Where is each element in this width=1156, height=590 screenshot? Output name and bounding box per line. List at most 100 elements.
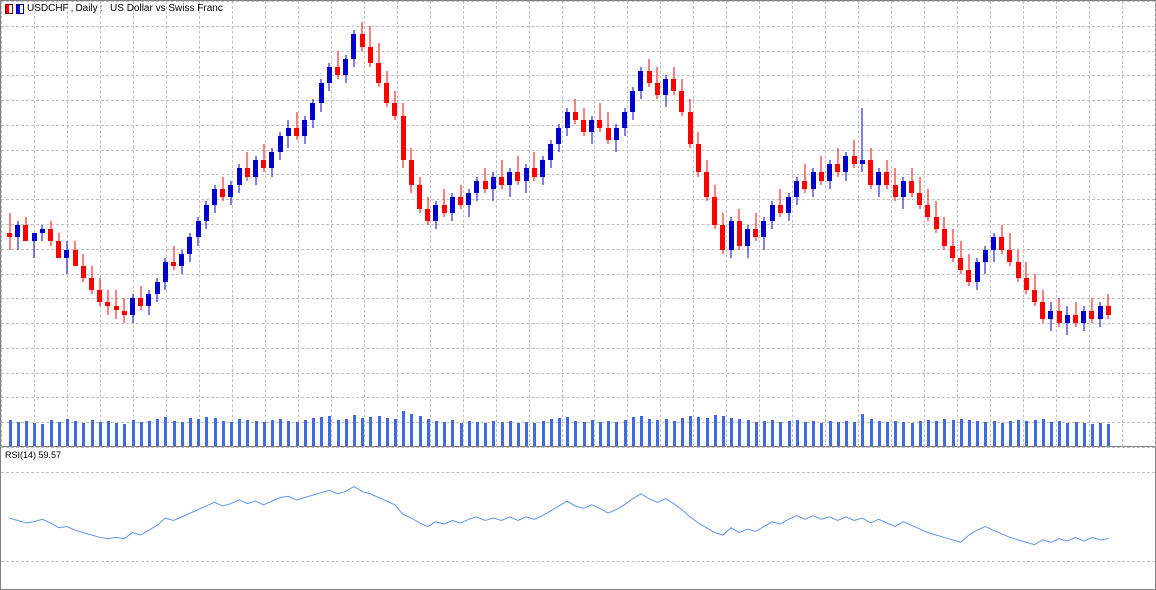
volume-bar bbox=[1058, 421, 1061, 446]
volume-bar bbox=[99, 422, 102, 446]
volume-bar bbox=[1009, 421, 1012, 446]
volume-bar bbox=[607, 421, 610, 446]
candle bbox=[196, 1, 201, 447]
candle bbox=[720, 1, 725, 447]
volume-bar bbox=[279, 419, 282, 446]
volume-bar bbox=[214, 418, 217, 446]
volume-bar bbox=[419, 416, 422, 446]
volume-bar bbox=[156, 419, 159, 446]
volume-bar bbox=[788, 421, 791, 446]
volume-bar bbox=[263, 422, 266, 446]
candle bbox=[360, 1, 365, 447]
candle bbox=[335, 1, 340, 447]
volume-bar bbox=[533, 423, 536, 446]
rsi-line bbox=[1, 448, 1155, 589]
volume-bar bbox=[107, 421, 110, 446]
volume-bar bbox=[197, 419, 200, 446]
candle bbox=[450, 1, 455, 447]
price-chart-panel[interactable]: USDCHF, Daily: US Dollar vs Swiss Franc bbox=[1, 1, 1155, 447]
candle bbox=[310, 1, 315, 447]
candle bbox=[540, 1, 545, 447]
candle bbox=[811, 1, 816, 447]
chart-timeframe: Daily bbox=[75, 3, 97, 14]
candle bbox=[704, 1, 709, 447]
candle bbox=[114, 1, 119, 447]
volume-bar bbox=[33, 423, 36, 446]
candle bbox=[245, 1, 250, 447]
candle bbox=[433, 1, 438, 447]
volume-bar bbox=[738, 419, 741, 446]
volume-bar bbox=[492, 421, 495, 446]
candle bbox=[48, 1, 53, 447]
volume-bar bbox=[468, 421, 471, 446]
candle bbox=[1089, 1, 1094, 447]
candle bbox=[73, 1, 78, 447]
volume-bar bbox=[1091, 424, 1094, 446]
volume-bar bbox=[1107, 424, 1110, 446]
candle bbox=[942, 1, 947, 447]
volume-bar bbox=[632, 417, 635, 446]
volume-bar bbox=[820, 423, 823, 446]
volume-bar bbox=[17, 422, 20, 446]
candle bbox=[1032, 1, 1037, 447]
volume-bar bbox=[287, 421, 290, 446]
candle bbox=[573, 1, 578, 447]
volume-bar bbox=[1001, 423, 1004, 446]
candle bbox=[204, 1, 209, 447]
candle bbox=[155, 1, 160, 447]
volume-bar bbox=[976, 421, 979, 446]
candle bbox=[384, 1, 389, 447]
volume-bar bbox=[123, 424, 126, 446]
candle bbox=[655, 1, 660, 447]
volume-bar bbox=[574, 421, 577, 446]
volume-bar bbox=[870, 419, 873, 446]
indicator-panel[interactable]: RSI(14) 59.57 bbox=[1, 448, 1155, 589]
candle bbox=[860, 1, 865, 447]
candle bbox=[507, 1, 512, 447]
candle bbox=[220, 1, 225, 447]
candle bbox=[417, 1, 422, 447]
candle bbox=[696, 1, 701, 447]
candle bbox=[901, 1, 906, 447]
volume-bar bbox=[1017, 420, 1020, 446]
candle bbox=[663, 1, 668, 447]
candle bbox=[983, 1, 988, 447]
candle bbox=[868, 1, 873, 447]
candle bbox=[950, 1, 955, 447]
volume-bar bbox=[271, 420, 274, 446]
volume-bar bbox=[837, 422, 840, 446]
chart-title-bar: USDCHF, Daily: US Dollar vs Swiss Franc bbox=[5, 3, 223, 14]
volume-bar bbox=[312, 418, 315, 446]
candle bbox=[565, 1, 570, 447]
volume-bar bbox=[82, 423, 85, 446]
candle bbox=[458, 1, 463, 447]
volume-bar bbox=[525, 422, 528, 446]
candle bbox=[1048, 1, 1053, 447]
candle bbox=[1098, 1, 1103, 447]
candle bbox=[97, 1, 102, 447]
candle bbox=[819, 1, 824, 447]
volume-bar bbox=[984, 422, 987, 446]
volume-bar bbox=[345, 419, 348, 446]
candle bbox=[745, 1, 750, 447]
candle bbox=[1007, 1, 1012, 447]
volume-bar bbox=[386, 418, 389, 446]
candle bbox=[442, 1, 447, 447]
volume-bar bbox=[558, 418, 561, 446]
volume-bar bbox=[640, 416, 643, 446]
volume-bar bbox=[993, 421, 996, 446]
volume-bar bbox=[624, 420, 627, 446]
candle bbox=[991, 1, 996, 447]
volume-bar bbox=[853, 422, 856, 446]
volume-bar bbox=[369, 417, 372, 446]
volume-bar bbox=[328, 416, 331, 446]
candle bbox=[351, 1, 356, 447]
volume-bar bbox=[796, 420, 799, 446]
volume-bar bbox=[320, 417, 323, 446]
volume-bar bbox=[476, 422, 479, 446]
volume-bar bbox=[919, 421, 922, 446]
chart-symbol: USDCHF bbox=[27, 3, 69, 14]
candle bbox=[737, 1, 742, 447]
volume-bar bbox=[689, 416, 692, 446]
candle bbox=[171, 1, 176, 447]
